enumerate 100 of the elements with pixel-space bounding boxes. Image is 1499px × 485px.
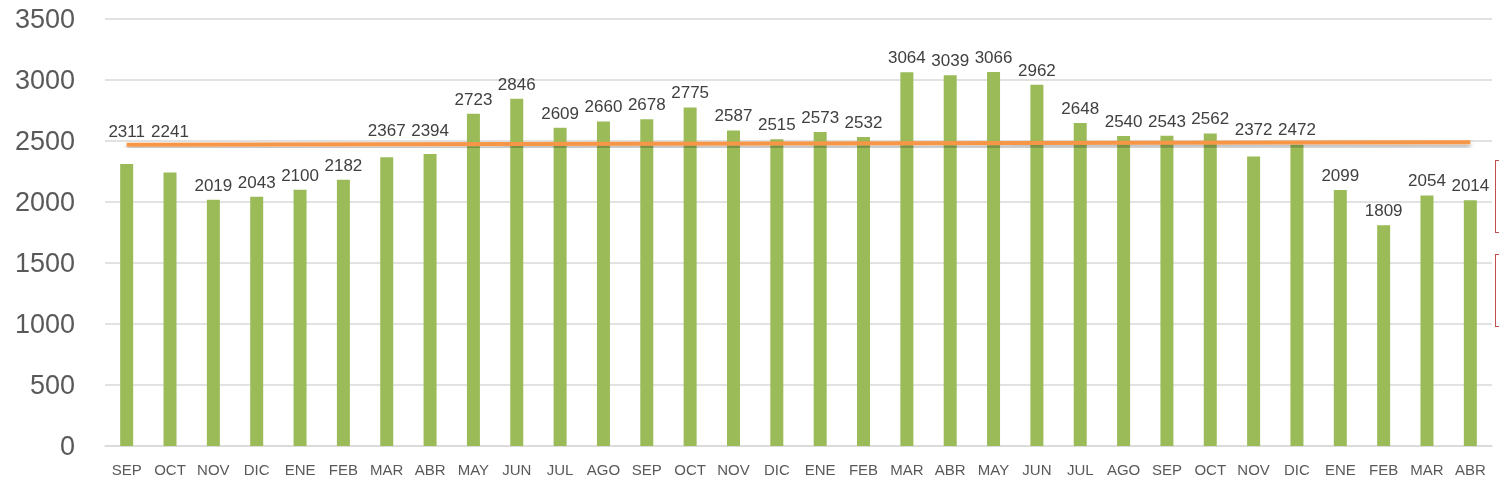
bar xyxy=(380,157,394,446)
x-tick-label: FEB xyxy=(848,461,879,478)
data-label: 2241 xyxy=(151,121,189,141)
data-label: 3064 xyxy=(887,48,926,68)
bar xyxy=(770,139,784,446)
bar xyxy=(510,98,524,446)
bar xyxy=(1203,133,1217,446)
bar xyxy=(1463,200,1477,446)
x-tick-label: FEB xyxy=(1369,461,1399,478)
x-tick-label: ABR xyxy=(414,461,446,478)
data-label: 2372 xyxy=(1234,119,1273,139)
data-label: 2019 xyxy=(194,175,233,195)
bar xyxy=(900,72,914,446)
data-label: 2540 xyxy=(1104,112,1143,132)
x-tick-label: ENE xyxy=(1324,461,1356,478)
x-tick-label: SEP xyxy=(1151,461,1182,478)
data-label: 2472 xyxy=(1278,119,1316,139)
x-tick-label: NOV xyxy=(197,461,230,478)
data-label: 2609 xyxy=(541,103,580,123)
data-label: 2394 xyxy=(411,121,449,141)
x-tick-label: DIC xyxy=(1284,461,1311,478)
data-label: 2648 xyxy=(1061,98,1100,118)
bar xyxy=(163,172,177,446)
bar xyxy=(683,107,697,446)
x-tick-label: MAR xyxy=(1410,461,1444,478)
bar xyxy=(1420,195,1434,446)
data-label: 3066 xyxy=(974,47,1013,67)
bar xyxy=(1333,189,1347,446)
bar xyxy=(1290,144,1304,446)
bar xyxy=(726,130,740,446)
bar xyxy=(813,132,827,446)
x-tick-label: AGO xyxy=(586,461,621,478)
x-tick-label: JUL xyxy=(546,461,574,478)
data-label: 2182 xyxy=(324,155,363,175)
data-label: 2311 xyxy=(108,121,145,141)
x-tick-label: JUN xyxy=(1022,461,1052,478)
bar xyxy=(596,121,610,446)
x-tick-label: SEP xyxy=(111,461,142,478)
x-tick-label: ENE xyxy=(804,461,836,478)
data-label: 2515 xyxy=(757,115,796,135)
x-tick-label: NOV xyxy=(1237,461,1270,478)
y-tick-label: 2500 xyxy=(14,126,75,156)
bar xyxy=(987,71,1001,446)
y-tick-label: 3500 xyxy=(14,4,75,34)
y-tick-label: 0 xyxy=(59,431,75,461)
data-label: 3039 xyxy=(931,51,970,71)
data-label: 2775 xyxy=(671,83,710,103)
bar xyxy=(206,199,220,446)
bar xyxy=(1030,84,1044,446)
bar xyxy=(1377,225,1391,446)
data-label: 1809 xyxy=(1364,201,1403,221)
data-label: 2678 xyxy=(627,95,666,115)
x-tick-label: DIC xyxy=(243,461,270,478)
bar xyxy=(336,179,350,446)
x-tick-label: MAY xyxy=(977,461,1010,478)
y-tick-label: 2000 xyxy=(14,187,75,217)
bar xyxy=(250,196,264,446)
x-tick-label: JUL xyxy=(1066,461,1094,478)
y-tick-label: 1000 xyxy=(14,309,75,339)
data-label: 2660 xyxy=(584,97,623,117)
bar xyxy=(553,127,567,446)
data-label: 2846 xyxy=(497,74,536,94)
bar xyxy=(120,164,134,446)
data-label: 2367 xyxy=(367,121,406,141)
data-label: 2587 xyxy=(714,106,753,126)
data-label: 2543 xyxy=(1148,111,1186,131)
y-tick-label: 3000 xyxy=(14,65,75,95)
y-tick-label: 1500 xyxy=(14,248,75,278)
bar xyxy=(1160,135,1174,446)
bar xyxy=(423,153,437,446)
x-tick-label: MAR xyxy=(370,461,404,478)
data-label: 2962 xyxy=(1017,60,1056,80)
x-tick-label: ABR xyxy=(1454,461,1486,478)
data-label: 2099 xyxy=(1321,165,1360,185)
data-label: 2573 xyxy=(801,108,840,128)
data-label: 2532 xyxy=(844,113,883,133)
x-tick-label: OCT xyxy=(674,461,706,478)
x-tick-label: OCT xyxy=(1194,461,1227,478)
x-tick-label: AGO xyxy=(1106,461,1141,478)
x-tick-label: ENE xyxy=(284,461,316,478)
x-tick-label: NOV xyxy=(717,461,750,478)
bar xyxy=(466,113,480,446)
x-tick-label: OCT xyxy=(154,461,186,478)
data-label: 2043 xyxy=(237,172,276,192)
x-tick-label: FEB xyxy=(328,461,358,478)
x-tick-label: ABR xyxy=(934,461,966,478)
bar xyxy=(293,189,307,446)
data-label: 2100 xyxy=(281,165,319,185)
bar xyxy=(640,119,654,446)
data-label: 2562 xyxy=(1191,109,1230,129)
x-tick-label: MAR xyxy=(890,461,924,478)
bar xyxy=(943,75,957,446)
bar xyxy=(1117,136,1131,446)
x-tick-label: MAY xyxy=(457,461,490,478)
data-label: 2054 xyxy=(1408,171,1446,191)
x-tick-label: DIC xyxy=(763,461,790,478)
bar xyxy=(1073,122,1087,446)
data-label: 2014 xyxy=(1451,176,1490,196)
bar xyxy=(1247,156,1261,446)
x-tick-label: SEP xyxy=(631,461,662,478)
